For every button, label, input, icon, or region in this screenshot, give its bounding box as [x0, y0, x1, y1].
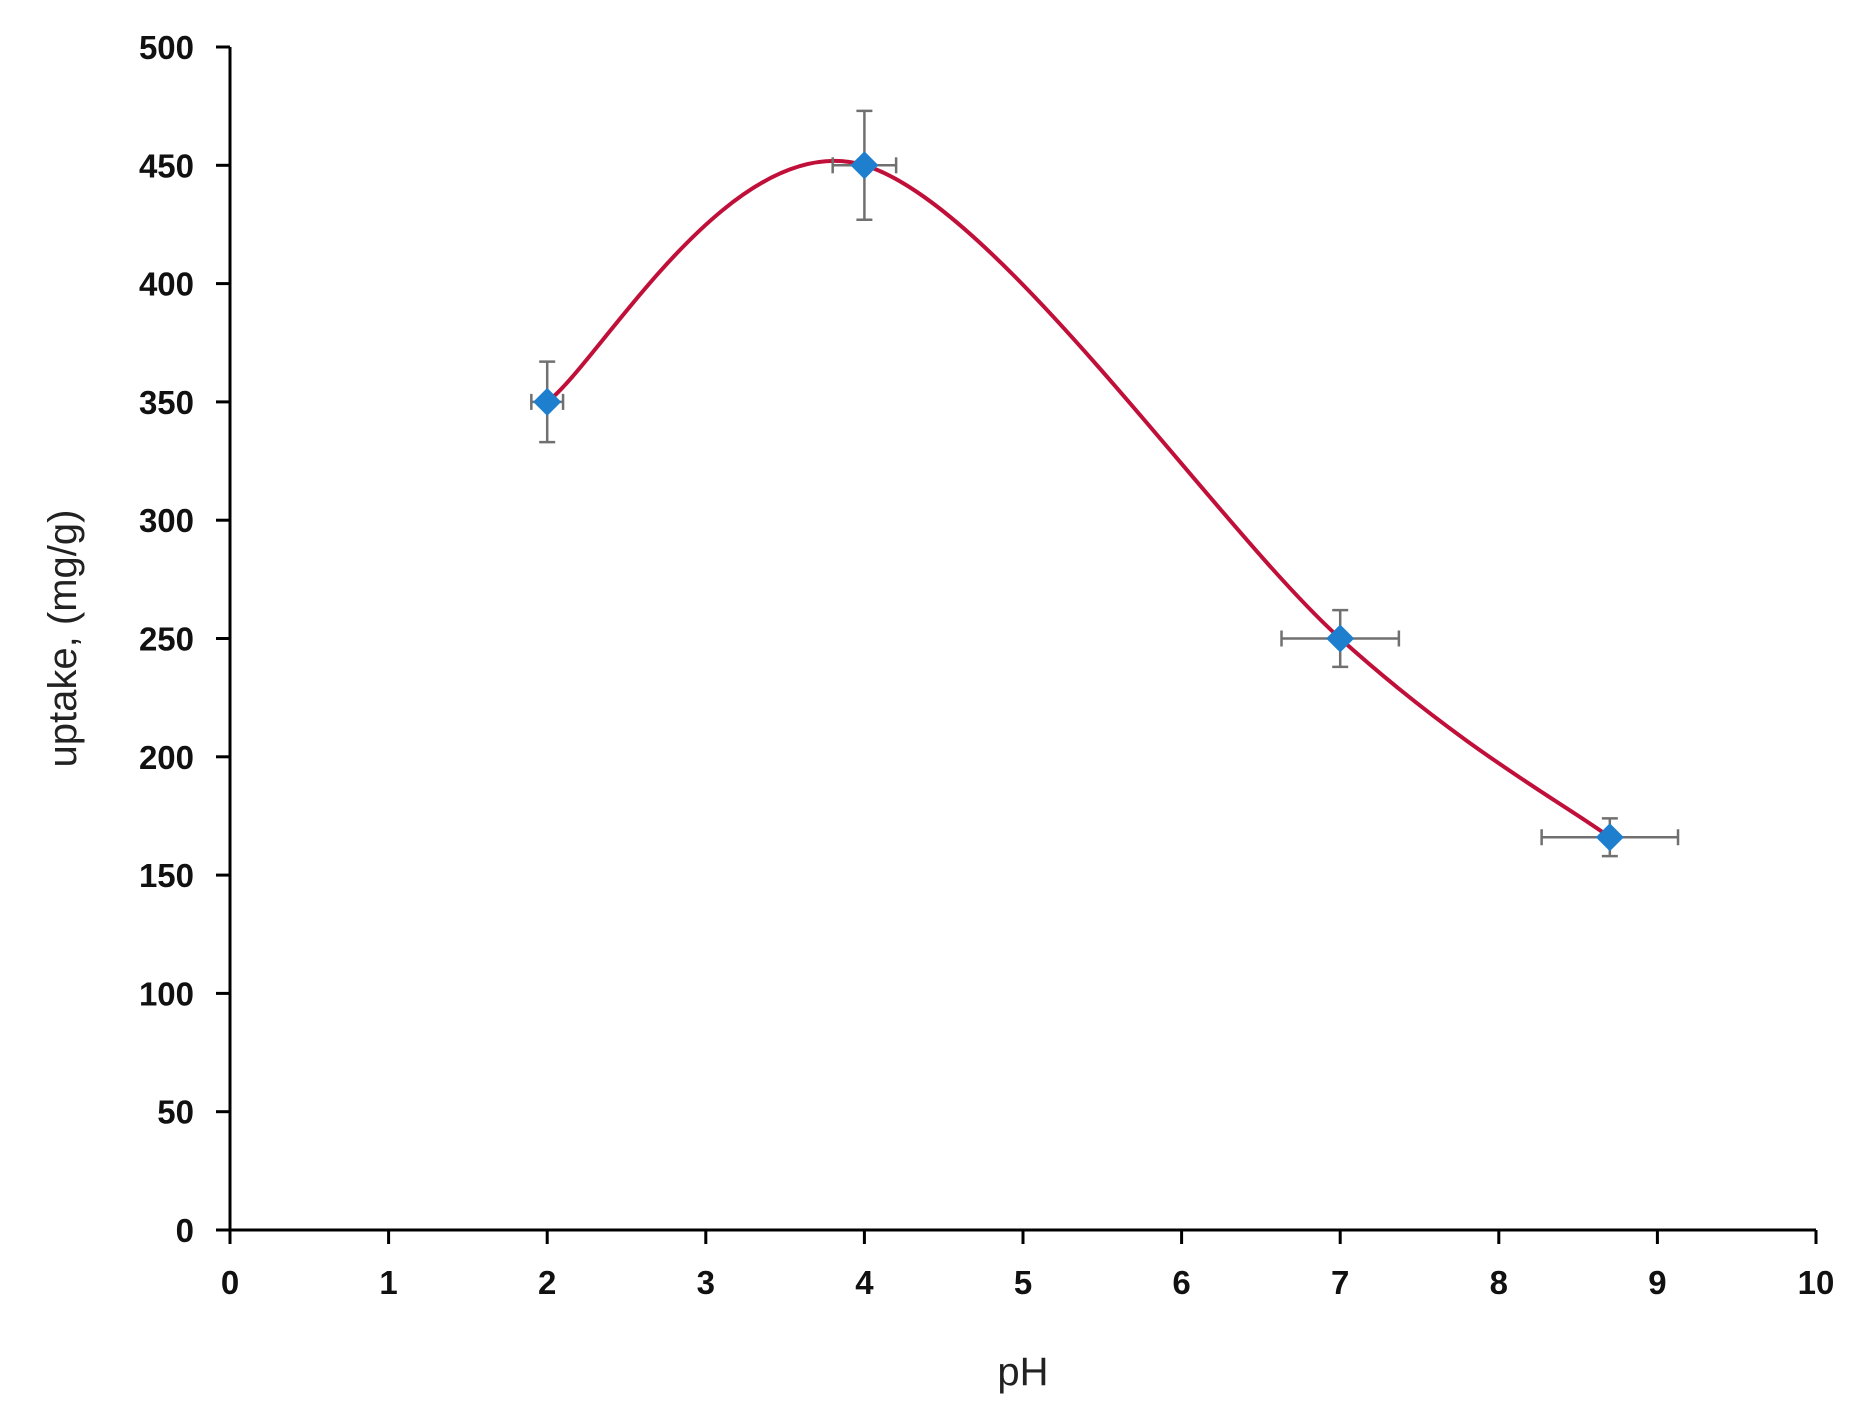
x-axis-title: pH [997, 1350, 1048, 1394]
data-point-marker [1326, 624, 1355, 653]
fitted-curve [546, 159, 1612, 839]
x-tick-label: 1 [379, 1264, 397, 1301]
data-markers [533, 151, 1624, 852]
x-tick-label: 5 [1014, 1264, 1032, 1301]
data-point-marker [1595, 823, 1624, 852]
y-tick-label: 200 [139, 739, 194, 776]
y-tick-label: 100 [139, 975, 194, 1012]
x-tick-label: 4 [855, 1264, 874, 1301]
y-axis-ticks: 0 50 100 150 200 250 300 350 400 450 500 [139, 29, 230, 1249]
data-point-marker [850, 151, 879, 180]
y-tick-label: 250 [139, 621, 194, 658]
x-tick-label: 2 [538, 1264, 556, 1301]
x-tick-label: 8 [1490, 1264, 1508, 1301]
data-point-marker [533, 387, 562, 416]
y-tick-label: 500 [139, 29, 194, 66]
x-tick-label: 0 [221, 1264, 239, 1301]
x-tick-label: 9 [1648, 1264, 1666, 1301]
x-tick-label: 6 [1172, 1264, 1190, 1301]
error-bars [530, 109, 1680, 858]
y-tick-label: 350 [139, 384, 194, 421]
x-tick-label: 3 [697, 1264, 715, 1301]
y-tick-label: 300 [139, 502, 194, 539]
x-axis-ticks: 0 1 2 3 4 5 6 7 8 9 10 [221, 1230, 1835, 1301]
y-tick-label: 400 [139, 266, 194, 303]
y-tick-label: 150 [139, 857, 194, 894]
x-tick-label: 7 [1331, 1264, 1349, 1301]
y-axis-title: uptake, (mg/g) [41, 510, 85, 768]
y-tick-label: 450 [139, 147, 194, 184]
y-tick-label: 0 [176, 1212, 194, 1249]
y-tick-label: 50 [157, 1094, 194, 1131]
x-tick-label: 10 [1798, 1264, 1835, 1301]
